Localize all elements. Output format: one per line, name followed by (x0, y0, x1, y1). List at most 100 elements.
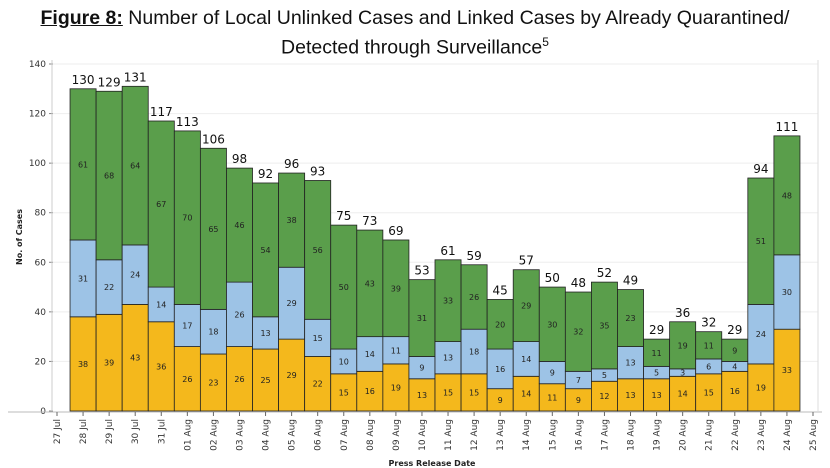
segment-value-label: 14 (521, 355, 531, 364)
x-tick-label: 14 Aug (522, 419, 532, 451)
bar-segment (538, 286, 566, 362)
total-value-label: 129 (98, 75, 121, 89)
total-value-label: 57 (519, 254, 534, 268)
x-tick-label: 25 Aug (809, 419, 819, 451)
segment-value-label: 67 (156, 200, 166, 209)
total-value-label: 29 (727, 323, 742, 337)
segment-value-label: 36 (156, 362, 166, 371)
bar-segment (460, 373, 488, 412)
segment-value-label: 9 (550, 369, 555, 378)
y-tick-label: 20 (35, 357, 47, 367)
segment-value-label: 61 (78, 160, 88, 169)
x-tick-label: 31 Jul (157, 419, 167, 444)
bar-segment (643, 378, 671, 412)
bar-segment (69, 316, 97, 412)
bar-segment (252, 182, 279, 318)
bar-segment (278, 338, 306, 412)
segment-value-label: 30 (547, 320, 557, 329)
bar-segment (278, 266, 306, 340)
bar-segment (382, 239, 410, 338)
segment-value-label: 16 (495, 365, 505, 374)
bar-segment (121, 304, 149, 412)
bar-segment (147, 286, 175, 323)
segment-value-label: 31 (78, 274, 88, 283)
segment-value-label: 54 (260, 246, 270, 255)
bar-segment (121, 244, 149, 305)
segment-value-label: 14 (156, 300, 166, 309)
total-value-label: 45 (493, 283, 508, 297)
segment-value-label: 10 (339, 357, 349, 366)
segment-value-label: 9 (732, 346, 737, 355)
x-tick-label: 10 Aug (418, 419, 428, 451)
total-value-label: 96 (284, 157, 299, 171)
segment-value-label: 48 (782, 191, 792, 200)
bar-segment (199, 147, 227, 310)
segment-value-label: 68 (104, 172, 114, 181)
segment-value-label: 16 (730, 387, 740, 396)
bar-segment (147, 120, 175, 288)
segment-value-label: 15 (704, 388, 714, 397)
segment-value-label: 31 (417, 314, 427, 323)
total-value-label: 52 (597, 266, 612, 280)
x-tick-label: 24 Aug (783, 419, 793, 451)
segment-value-label: 43 (130, 354, 140, 363)
segment-value-label: 26 (182, 375, 192, 384)
bar-segment (199, 308, 227, 355)
y-tick-label: 100 (29, 159, 46, 169)
segment-value-label: 56 (313, 246, 323, 255)
segment-value-label: 11 (704, 341, 714, 350)
segment-value-label: 38 (287, 216, 297, 225)
segment-value-label: 64 (130, 162, 140, 171)
segment-value-label: 15 (339, 388, 349, 397)
bar-segment (564, 291, 592, 372)
total-value-label: 106 (202, 132, 225, 146)
x-tick-label: 18 Aug (627, 419, 637, 451)
bar-segment (408, 378, 436, 412)
bar-segment (695, 331, 723, 360)
total-value-label: 94 (753, 162, 768, 176)
segment-value-label: 15 (313, 334, 323, 343)
segment-value-label: 23 (625, 314, 635, 323)
total-value-label: 130 (72, 73, 95, 87)
x-tick-label: 27 Jul (53, 419, 63, 444)
bar-segment (773, 135, 801, 256)
x-tick-label: 29 Jul (105, 419, 115, 444)
bar-segment (591, 281, 618, 370)
bar-segment (304, 356, 332, 412)
y-tick-label: 80 (35, 209, 47, 219)
segment-value-label: 46 (234, 221, 244, 230)
segment-value-label: 26 (469, 293, 479, 302)
segment-value-label: 18 (208, 328, 218, 337)
total-value-label: 61 (440, 244, 455, 258)
bar-segment (486, 299, 514, 350)
total-value-label: 131 (124, 70, 147, 84)
total-value-label: 75 (336, 209, 351, 223)
bar-segment (617, 346, 644, 380)
segment-value-label: 9 (419, 364, 424, 373)
total-value-label: 48 (571, 276, 586, 290)
segment-value-label: 9 (576, 396, 581, 405)
segment-value-label: 22 (313, 380, 323, 389)
bar-segment (382, 363, 410, 412)
segment-value-label: 18 (469, 348, 479, 357)
total-value-label: 32 (701, 316, 716, 330)
segment-value-label: 20 (495, 320, 505, 329)
x-tick-label: 05 Aug (288, 419, 298, 451)
segment-value-label: 11 (391, 346, 401, 355)
x-tick-label: 12 Aug (470, 419, 480, 451)
total-value-label: 50 (545, 271, 560, 285)
x-tick-label: 11 Aug (444, 419, 454, 451)
x-tick-label: 13 Aug (496, 419, 506, 451)
x-tick-label: 20 Aug (679, 419, 689, 451)
x-tick-label: 16 Aug (574, 419, 584, 451)
segment-value-label: 35 (599, 321, 609, 330)
segment-value-label: 9 (498, 396, 503, 405)
segment-value-label: 51 (756, 237, 766, 246)
bar-segment (252, 348, 279, 412)
total-value-label: 73 (362, 214, 377, 228)
x-tick-label: 15 Aug (548, 419, 558, 451)
total-value-label: 49 (623, 274, 638, 288)
total-value-label: 69 (388, 224, 403, 238)
bar-segment (408, 279, 436, 357)
